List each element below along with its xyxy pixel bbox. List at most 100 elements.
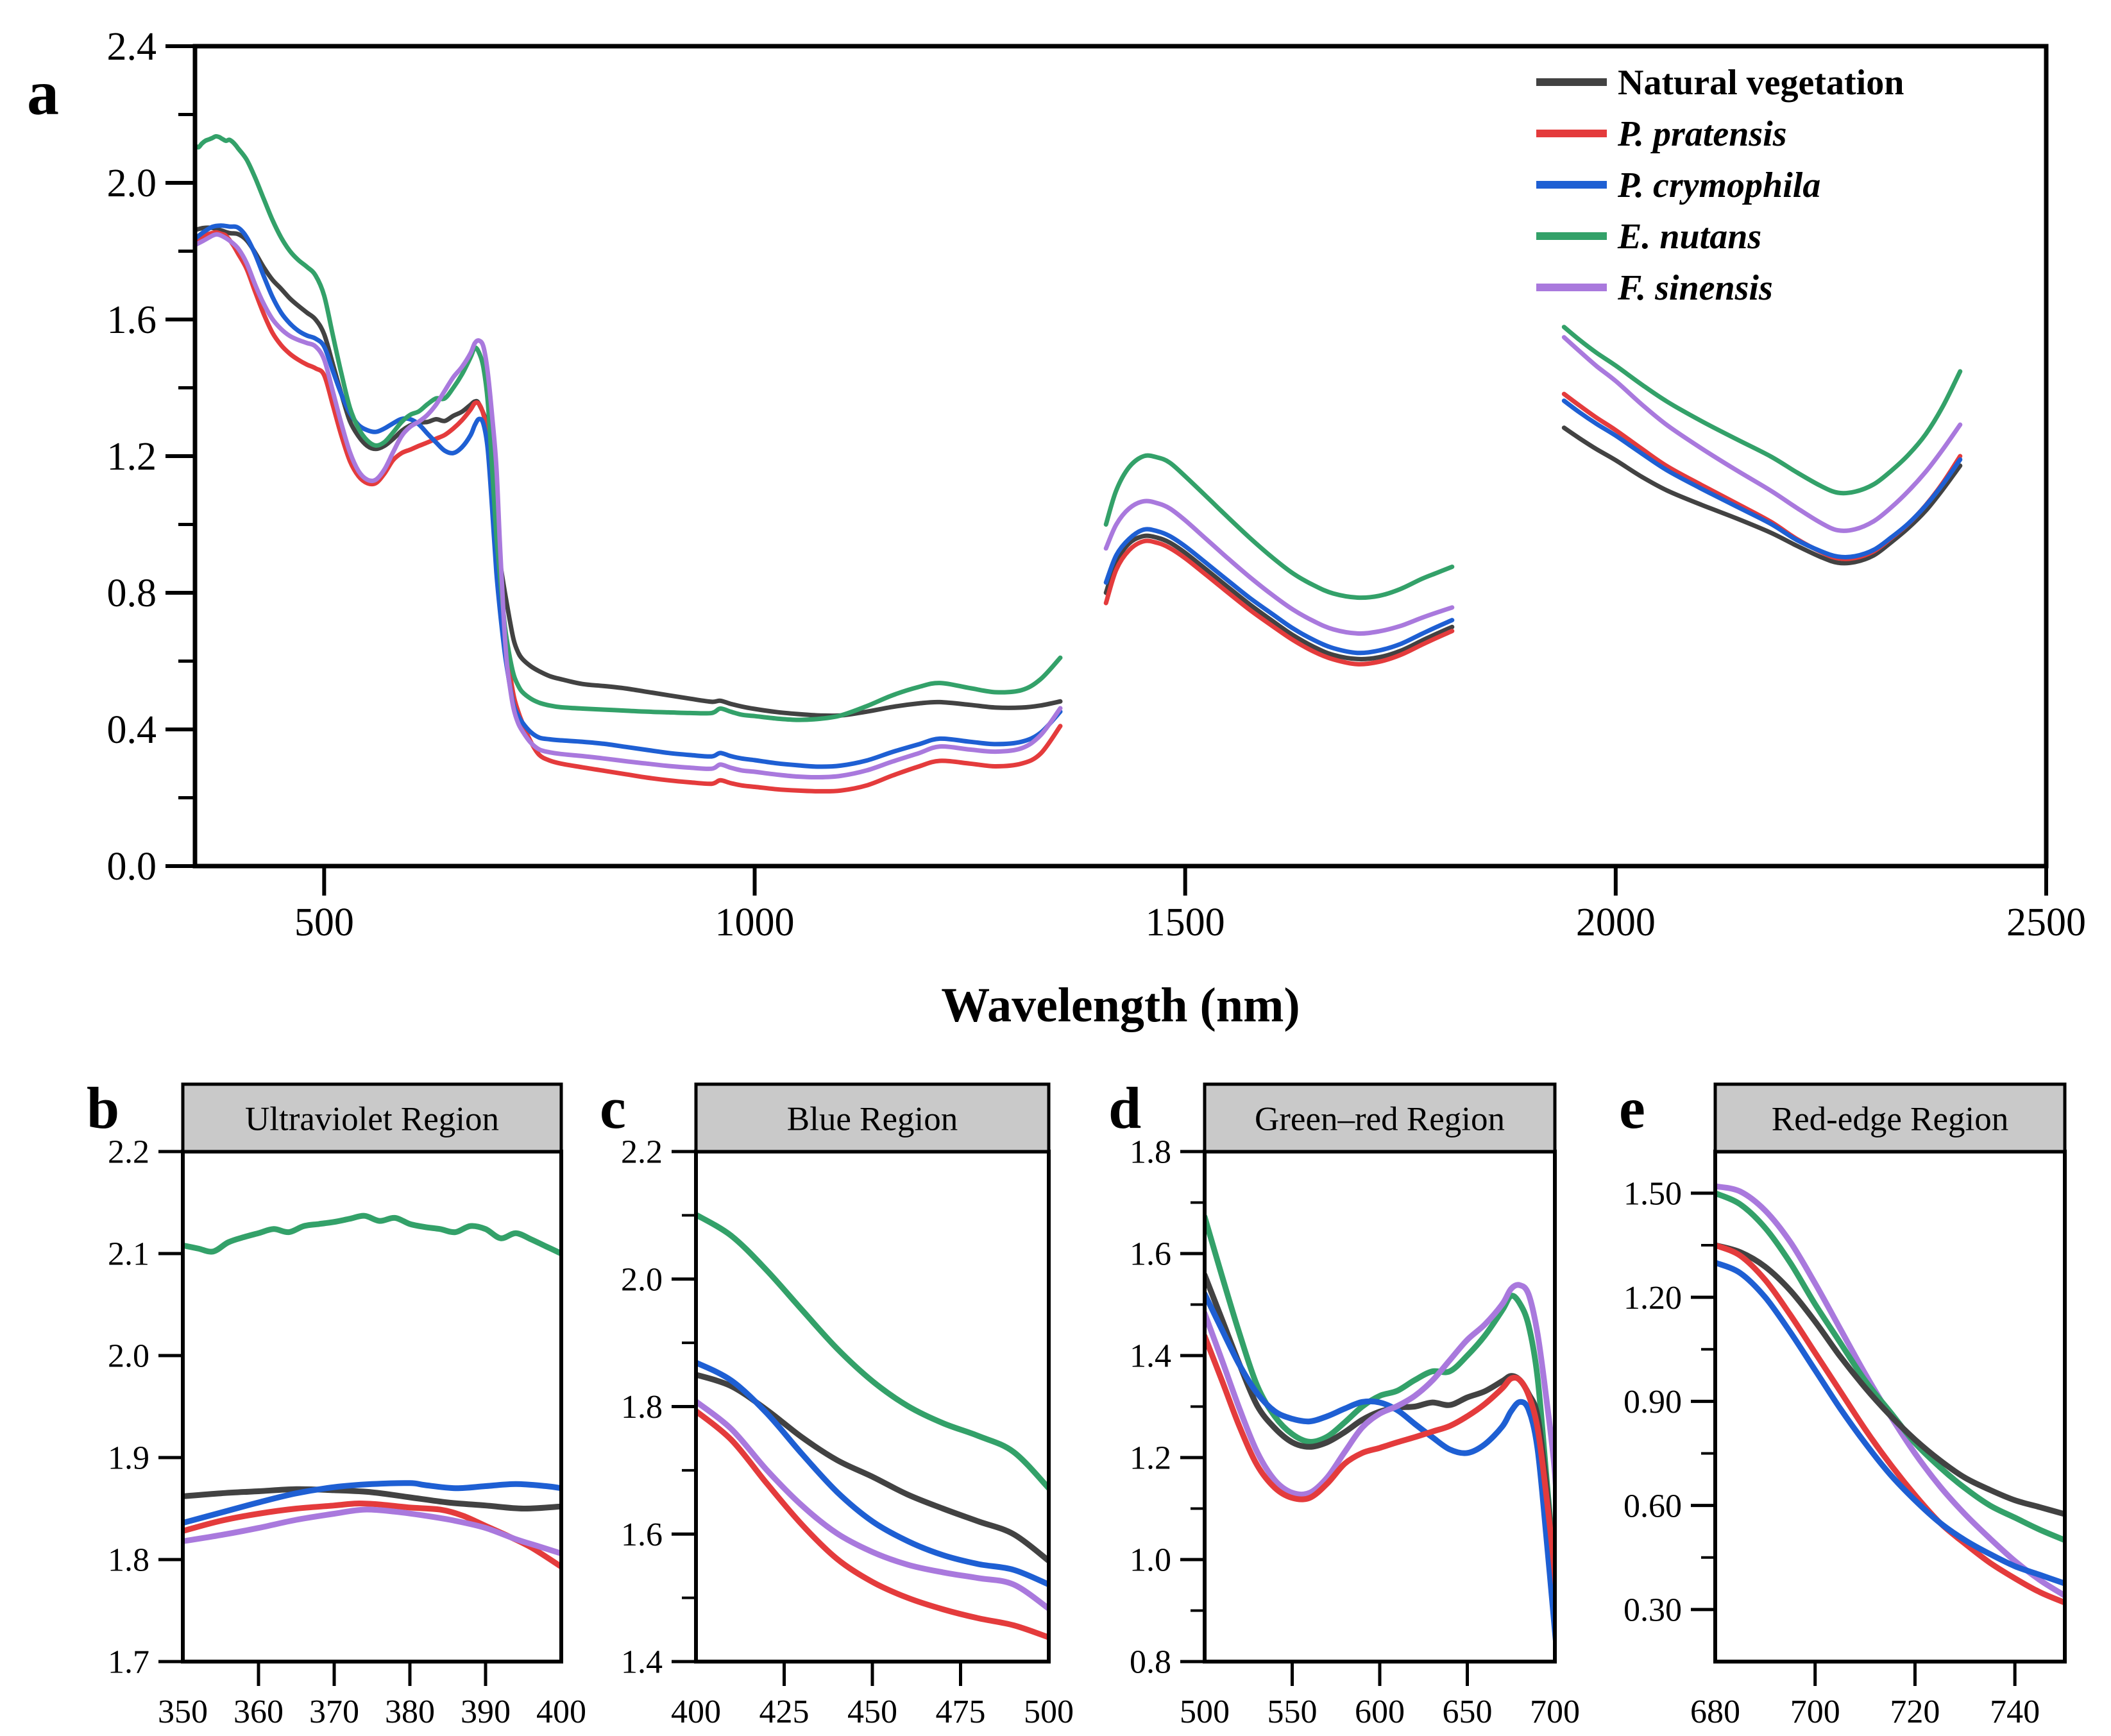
y-tick-label-b: 1.9 — [108, 1440, 149, 1477]
series-line-e-natural_vegetation-0 — [1715, 1242, 2065, 1517]
panel-letter-b: b — [87, 1075, 119, 1141]
series-line-b-natural_vegetation-0 — [183, 1486, 561, 1512]
series-line-e-f_sinensis-0 — [1715, 1183, 2065, 1599]
x-tick-label-b: 350 — [158, 1694, 208, 1730]
panel-c: Blue Region 1.4 1.6 1.8 2.0 2.2 400 425 450 475 50… — [600, 1075, 1074, 1730]
x-tick-label-d: 550 — [1267, 1694, 1318, 1730]
series-line-e-p_pratensis-0 — [1715, 1242, 2065, 1606]
x-tick-label-b: 370 — [309, 1694, 359, 1730]
x-tick-label-d: 600 — [1355, 1694, 1405, 1730]
panel-b-series — [183, 1213, 561, 1570]
panel-letter-c: c — [600, 1075, 626, 1141]
x-tick-label-c: 425 — [759, 1694, 810, 1730]
series-line-e-p_crymophila-0 — [1715, 1259, 2065, 1587]
legend-label-p_pratensis: P. pratensis — [1617, 114, 1786, 154]
series-line-c-f_sinensis-0 — [696, 1399, 1049, 1612]
panel-d-series — [1205, 1214, 1555, 1660]
y-tick-label-d: 1.8 — [1130, 1134, 1171, 1171]
y-tick-label-a: 0.0 — [107, 845, 157, 889]
y-tick-label-b: 1.7 — [108, 1644, 149, 1681]
series-line-a-e_nutans-1 — [1103, 453, 1455, 600]
y-tick-label-e: 1.20 — [1624, 1280, 1682, 1316]
series-line-a-natural_vegetation-1 — [1103, 533, 1455, 661]
legend: Natural vegetation P. pratensis P. crymoph… — [1536, 63, 1904, 308]
panel-a: 0.0 0.4 0.8 1.2 1.6 2.0 2.4 500 1000 1500 2000 2500… — [27, 25, 2086, 1032]
y-tick-label-a: 0.4 — [107, 708, 157, 752]
y-tick-label-c: 1.8 — [621, 1389, 663, 1425]
legend-label-f_sinensis: F. sinensis — [1617, 268, 1773, 308]
y-tick-label-d: 1.6 — [1130, 1236, 1171, 1273]
x-tick-label-a: 500 — [294, 901, 354, 944]
region-title-b: Ultraviolet Region — [245, 1101, 499, 1138]
panel-d: Green–red Region 0.8 1.0 1.2 1.4 1.6 1.8 500 550… — [1108, 1075, 1580, 1730]
x-tick-label-d: 700 — [1530, 1694, 1580, 1730]
x-tick-label-d: 650 — [1443, 1694, 1493, 1730]
series-line-d-p_crymophila-0 — [1205, 1291, 1555, 1660]
x-axis-title: Wavelength (nm) — [941, 978, 1300, 1032]
series-line-a-p_crymophila-2 — [1561, 398, 1963, 559]
x-tick-label-a: 2500 — [2006, 901, 2086, 944]
region-band-e — [1713, 1082, 2067, 1153]
series-line-c-e_nutans-0 — [696, 1211, 1049, 1492]
series-line-a-f_sinensis-0 — [195, 232, 1063, 780]
x-tick-label-c: 500 — [1024, 1694, 1074, 1730]
series-line-a-p_pratensis-1 — [1103, 538, 1455, 667]
region-title-c: Blue Region — [787, 1101, 958, 1138]
x-tick-label-a: 1000 — [715, 901, 795, 944]
x-tick-label-c: 400 — [671, 1694, 721, 1730]
x-tick-label-b: 400 — [536, 1694, 586, 1730]
series-line-a-e_nutans-0 — [195, 134, 1063, 722]
x-tick-label-c: 450 — [847, 1694, 897, 1730]
x-tick-label-b: 360 — [233, 1694, 284, 1730]
y-tick-label-d: 0.8 — [1130, 1644, 1171, 1681]
y-tick-label-c: 2.0 — [621, 1261, 663, 1298]
series-line-a-f_sinensis-1 — [1103, 498, 1455, 636]
series-line-a-p_crymophila-1 — [1103, 527, 1455, 656]
x-tick-label-e: 680 — [1690, 1694, 1740, 1730]
x-tick-label-b: 380 — [385, 1694, 435, 1730]
series-line-d-natural_vegetation-0 — [1205, 1272, 1555, 1604]
y-tick-label-b: 2.1 — [108, 1236, 149, 1273]
panel-e-series — [1715, 1183, 2065, 1606]
panel-e: Red-edge Region 0.30 0.60 0.90 1.20 1.50 680 70… — [1619, 1075, 2067, 1730]
y-tick-label-e: 0.30 — [1624, 1592, 1682, 1629]
x-tick-label-e: 720 — [1890, 1694, 1940, 1730]
panel-letter-e: e — [1619, 1075, 1645, 1141]
series-line-a-p_pratensis-0 — [195, 230, 1063, 794]
y-tick-label-e: 0.60 — [1624, 1488, 1682, 1524]
panel-letter-d: d — [1108, 1075, 1141, 1141]
x-tick-label-c: 475 — [936, 1694, 986, 1730]
y-tick-label-a: 1.2 — [107, 435, 157, 479]
y-tick-label-a: 2.0 — [107, 162, 157, 205]
y-tick-label-a: 0.8 — [107, 572, 157, 615]
y-tick-label-e: 1.50 — [1624, 1176, 1682, 1213]
x-tick-label-e: 700 — [1790, 1694, 1840, 1730]
legend-label-natural_vegetation: Natural vegetation — [1618, 63, 1904, 103]
x-tick-label-e: 740 — [1990, 1694, 2040, 1730]
panel-a-series — [195, 134, 1963, 794]
series-line-d-p_pratensis-0 — [1205, 1333, 1555, 1608]
x-tick-label-a: 2000 — [1576, 901, 1656, 944]
legend-label-e_nutans: E. nutans — [1617, 217, 1761, 257]
region-band-b — [181, 1082, 563, 1153]
y-tick-label-d: 1.4 — [1130, 1338, 1171, 1375]
x-tick-label-b: 390 — [461, 1694, 511, 1730]
y-tick-label-e: 0.90 — [1624, 1384, 1682, 1420]
series-line-c-p_crymophila-0 — [696, 1359, 1049, 1588]
y-tick-label-c: 1.4 — [621, 1644, 663, 1681]
y-tick-label-c: 2.2 — [621, 1134, 663, 1171]
series-line-e-e_nutans-0 — [1715, 1190, 2065, 1544]
region-band-d — [1203, 1082, 1557, 1153]
legend-label-p_crymophila: P. crymophila — [1617, 166, 1820, 205]
y-tick-label-b: 2.2 — [108, 1134, 149, 1171]
y-tick-label-c: 1.6 — [621, 1517, 663, 1553]
series-line-a-natural_vegetation-2 — [1561, 425, 1963, 566]
series-line-b-p_crymophila-0 — [183, 1480, 561, 1526]
region-title-d: Green–red Region — [1255, 1101, 1505, 1138]
y-tick-label-b: 1.8 — [108, 1542, 149, 1579]
y-tick-label-a: 1.6 — [107, 298, 157, 342]
series-line-a-f_sinensis-2 — [1561, 335, 1963, 533]
panel-letter-a: a — [27, 57, 59, 128]
x-tick-label-d: 500 — [1180, 1694, 1230, 1730]
